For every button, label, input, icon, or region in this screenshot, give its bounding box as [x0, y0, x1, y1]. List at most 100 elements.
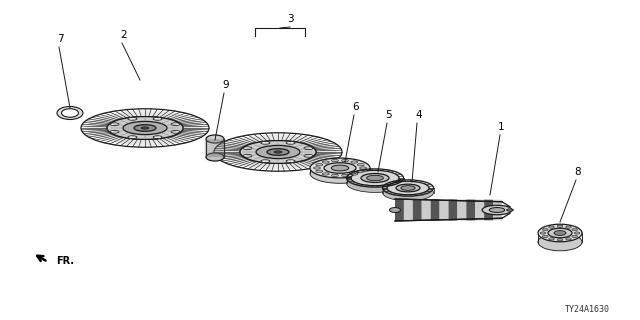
- Ellipse shape: [351, 161, 358, 163]
- Text: 7: 7: [57, 34, 63, 44]
- Ellipse shape: [367, 175, 383, 181]
- Ellipse shape: [261, 160, 270, 163]
- Ellipse shape: [360, 167, 367, 169]
- Ellipse shape: [566, 238, 572, 240]
- Text: TY24A1630: TY24A1630: [565, 305, 610, 314]
- Ellipse shape: [57, 107, 83, 119]
- Ellipse shape: [61, 109, 79, 117]
- Ellipse shape: [107, 116, 183, 140]
- Ellipse shape: [314, 167, 321, 169]
- Ellipse shape: [256, 145, 300, 159]
- Polygon shape: [449, 199, 458, 220]
- Ellipse shape: [482, 205, 512, 215]
- Ellipse shape: [342, 174, 349, 177]
- Ellipse shape: [507, 209, 513, 211]
- Text: 6: 6: [352, 102, 358, 112]
- Ellipse shape: [554, 231, 566, 236]
- Ellipse shape: [324, 163, 356, 173]
- Ellipse shape: [342, 159, 349, 162]
- Ellipse shape: [141, 127, 149, 129]
- Ellipse shape: [316, 164, 323, 166]
- Polygon shape: [395, 199, 404, 221]
- Ellipse shape: [110, 123, 119, 125]
- Ellipse shape: [87, 111, 203, 145]
- Text: 1: 1: [498, 122, 504, 132]
- Ellipse shape: [351, 173, 358, 175]
- Polygon shape: [404, 199, 413, 221]
- Ellipse shape: [538, 224, 582, 242]
- Text: 3: 3: [287, 14, 293, 24]
- Ellipse shape: [548, 228, 572, 238]
- Ellipse shape: [267, 149, 289, 155]
- Ellipse shape: [396, 184, 420, 192]
- Ellipse shape: [153, 136, 162, 139]
- Text: 5: 5: [385, 110, 392, 120]
- Ellipse shape: [220, 135, 336, 169]
- Ellipse shape: [351, 170, 399, 186]
- Ellipse shape: [134, 125, 156, 131]
- Ellipse shape: [387, 181, 429, 195]
- Ellipse shape: [261, 141, 270, 144]
- Text: 9: 9: [222, 80, 228, 90]
- Ellipse shape: [574, 232, 580, 234]
- Ellipse shape: [171, 123, 180, 125]
- Polygon shape: [431, 199, 440, 221]
- Ellipse shape: [153, 117, 162, 120]
- Text: 8: 8: [574, 167, 580, 177]
- Ellipse shape: [543, 228, 548, 231]
- Polygon shape: [422, 199, 431, 221]
- Ellipse shape: [206, 153, 224, 161]
- Ellipse shape: [274, 151, 282, 153]
- Ellipse shape: [322, 173, 329, 175]
- Polygon shape: [440, 199, 449, 221]
- Ellipse shape: [310, 158, 370, 178]
- Ellipse shape: [206, 135, 224, 143]
- Ellipse shape: [538, 233, 582, 251]
- Ellipse shape: [322, 161, 329, 163]
- Polygon shape: [484, 200, 493, 220]
- Ellipse shape: [540, 232, 546, 234]
- Ellipse shape: [286, 160, 295, 163]
- Text: FR.: FR.: [56, 256, 74, 266]
- Ellipse shape: [548, 226, 554, 228]
- Ellipse shape: [543, 235, 548, 237]
- Ellipse shape: [390, 208, 401, 212]
- Text: 2: 2: [120, 30, 127, 40]
- Ellipse shape: [357, 164, 364, 166]
- Ellipse shape: [107, 116, 183, 140]
- Polygon shape: [458, 199, 467, 220]
- Ellipse shape: [240, 140, 316, 164]
- Ellipse shape: [128, 136, 137, 139]
- Ellipse shape: [332, 159, 339, 162]
- Ellipse shape: [566, 226, 572, 228]
- Polygon shape: [476, 200, 484, 220]
- Ellipse shape: [304, 155, 313, 157]
- Ellipse shape: [332, 165, 349, 171]
- Ellipse shape: [572, 228, 577, 231]
- Ellipse shape: [332, 174, 339, 177]
- Ellipse shape: [171, 131, 180, 133]
- Ellipse shape: [286, 141, 295, 144]
- Text: 4: 4: [415, 110, 422, 120]
- Ellipse shape: [346, 174, 403, 192]
- Ellipse shape: [361, 173, 389, 182]
- Ellipse shape: [304, 147, 313, 149]
- Ellipse shape: [316, 170, 323, 172]
- Polygon shape: [467, 199, 476, 220]
- Ellipse shape: [240, 140, 316, 164]
- Polygon shape: [413, 199, 422, 221]
- Ellipse shape: [557, 225, 563, 227]
- Ellipse shape: [243, 155, 252, 157]
- Ellipse shape: [557, 239, 563, 241]
- Ellipse shape: [548, 238, 554, 240]
- Ellipse shape: [383, 184, 433, 201]
- Ellipse shape: [123, 121, 167, 135]
- Ellipse shape: [128, 117, 137, 120]
- Ellipse shape: [243, 147, 252, 149]
- Ellipse shape: [357, 170, 364, 172]
- Ellipse shape: [110, 131, 119, 133]
- Ellipse shape: [572, 235, 577, 237]
- Ellipse shape: [310, 164, 370, 183]
- Polygon shape: [493, 200, 502, 220]
- Ellipse shape: [401, 186, 415, 190]
